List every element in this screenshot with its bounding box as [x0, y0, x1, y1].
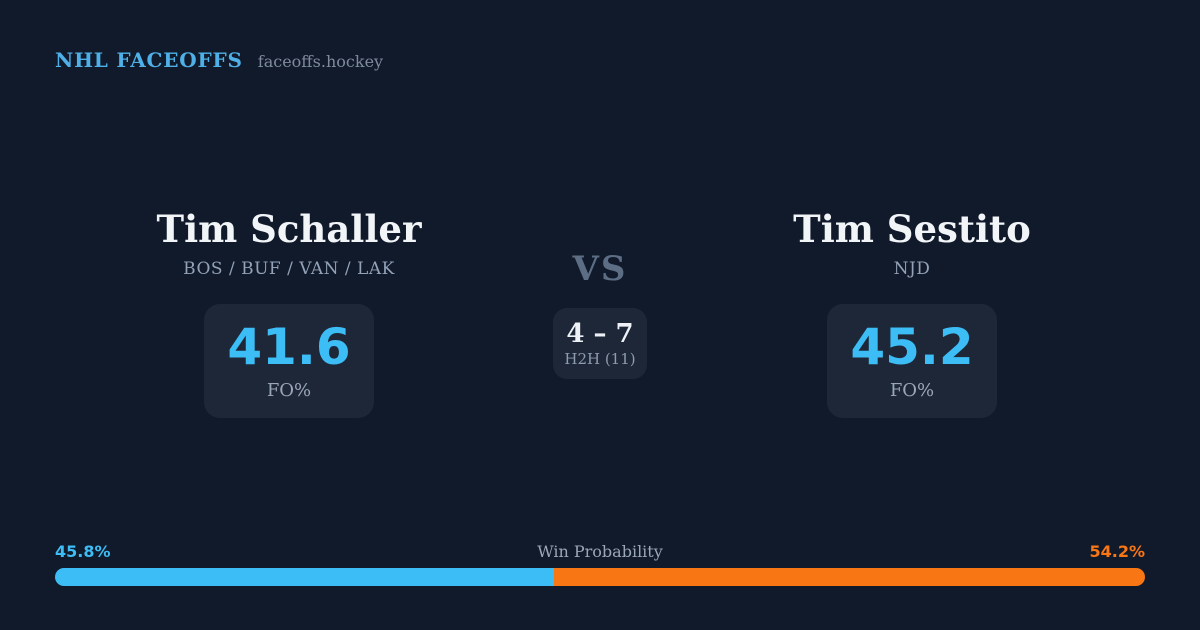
vs-label: VS: [572, 249, 628, 289]
player-left-name: Tim Schaller: [156, 207, 422, 251]
player-right-name: Tim Sestito: [793, 207, 1031, 251]
win-probability-labels: 45.8% Win Probability 54.2%: [55, 542, 1145, 561]
player-right-column: Tim Sestito NJD 45.2 FO%: [742, 207, 1082, 418]
win-probability-bar: [55, 568, 1145, 586]
player-left-fo-value: 41.6: [227, 318, 351, 376]
win-probability-bar-left-segment: [55, 568, 555, 586]
win-probability-bar-right-segment: [554, 568, 1145, 586]
player-left-fo-box: 41.6 FO%: [204, 304, 374, 418]
header: NHL FACEOFFS faceoffs.hockey: [55, 48, 383, 72]
h2h-box: 4 – 7 H2H (11): [553, 308, 647, 379]
h2h-label: H2H (11): [564, 350, 636, 368]
player-right-fo-label: FO%: [889, 380, 935, 401]
player-left-fo-label: FO%: [266, 380, 312, 401]
player-left-teams: BOS / BUF / VAN / LAK: [183, 259, 395, 279]
versus-column: VS 4 – 7 H2H (11): [520, 250, 680, 379]
win-probability-title: Win Probability: [537, 542, 663, 561]
site-url: faceoffs.hockey: [257, 52, 384, 71]
player-right-fo-value: 45.2: [850, 318, 974, 376]
player-left-column: Tim Schaller BOS / BUF / VAN / LAK 41.6 …: [119, 207, 459, 418]
win-probability-section: 45.8% Win Probability 54.2%: [55, 542, 1145, 586]
win-probability-left-pct: 45.8%: [55, 542, 111, 561]
player-right-teams: NJD: [893, 259, 931, 279]
h2h-score: 4 – 7: [566, 319, 634, 349]
player-right-fo-box: 45.2 FO%: [827, 304, 997, 418]
brand-logo: NHL FACEOFFS: [55, 48, 243, 72]
win-probability-right-pct: 54.2%: [1089, 542, 1145, 561]
